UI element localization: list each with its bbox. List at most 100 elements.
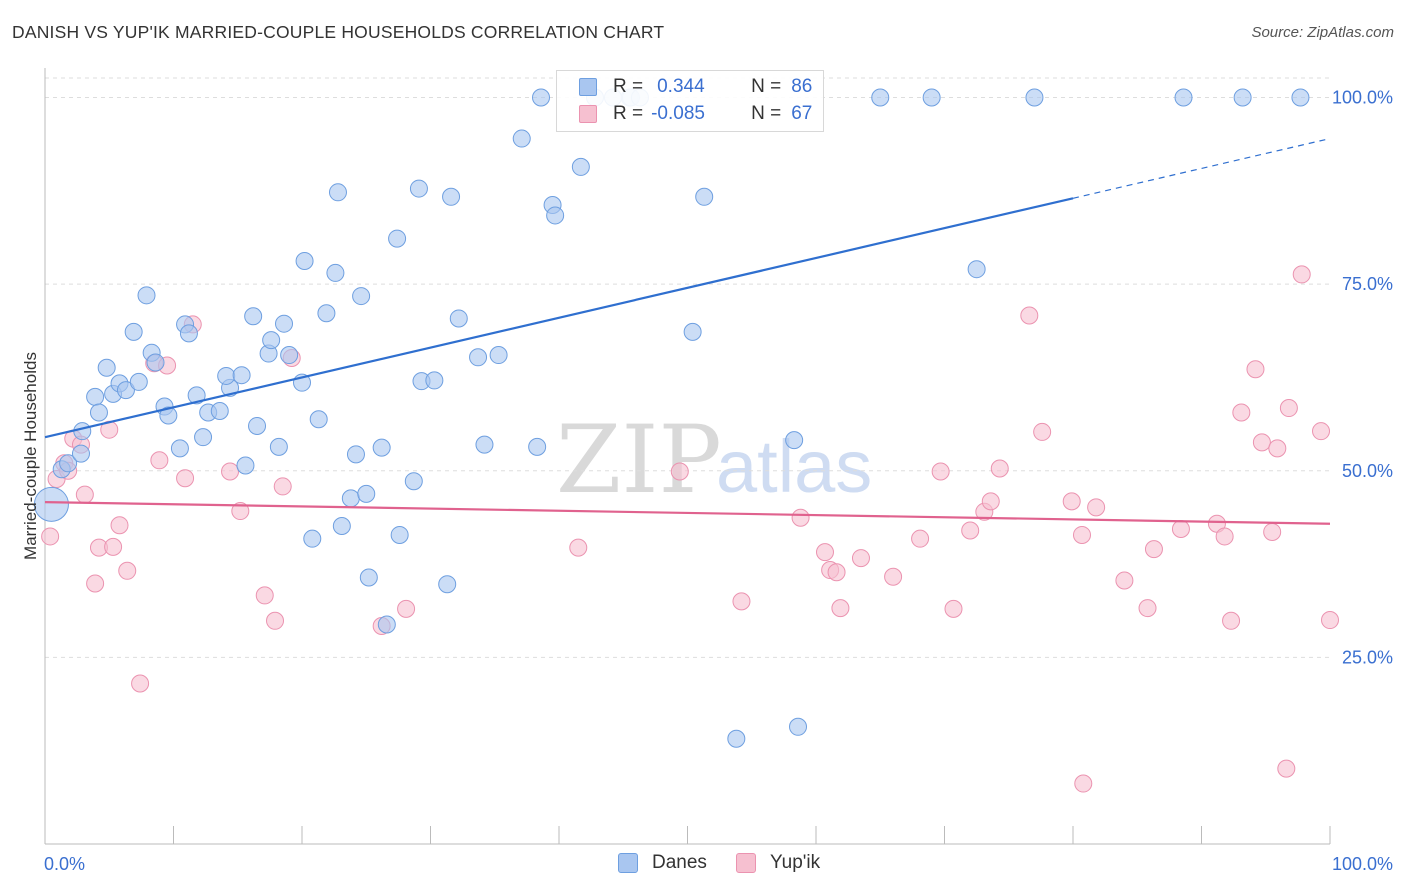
danes-point <box>280 346 299 365</box>
danes-point <box>170 439 189 458</box>
danes-point <box>695 187 714 206</box>
danes-point <box>683 322 702 341</box>
danes-point <box>295 251 314 270</box>
y-tick-label: 75.0% <box>1342 274 1393 294</box>
danes-point <box>97 358 116 377</box>
danes-point <box>469 348 488 367</box>
danes-point <box>236 456 255 475</box>
y-tick-label: 100.0% <box>1332 88 1393 108</box>
legend-row-yupik: R = -0.085 N = 67 <box>579 101 812 127</box>
danes-point <box>248 416 267 435</box>
danes-point <box>438 575 457 594</box>
danes-point <box>512 129 531 148</box>
danes-point <box>262 331 281 350</box>
danes-point <box>404 472 423 491</box>
danes-point <box>352 287 371 306</box>
yupik-point <box>1268 439 1287 458</box>
watermark-zip: ZIP <box>556 406 722 515</box>
yupik-point <box>1115 571 1134 590</box>
yupik-point <box>104 537 123 556</box>
yupik-point <box>221 462 240 481</box>
x-tick-label: 100.0% <box>1332 854 1393 874</box>
legend-r-label: R = <box>613 76 644 97</box>
danes-point <box>303 529 322 548</box>
danes-point <box>137 286 156 305</box>
legend-label-yupik: Yup'ik <box>770 852 821 873</box>
legend-label-danes: Danes <box>652 852 707 873</box>
y-axis-label: Married-couple Households <box>21 352 40 560</box>
yupik-point <box>911 529 930 548</box>
danes-point <box>357 484 376 503</box>
danes-point <box>1174 88 1193 107</box>
yupik-point <box>1321 611 1339 630</box>
yupik-point <box>397 599 416 618</box>
danes-point <box>194 428 213 447</box>
danes-point <box>489 346 508 365</box>
danes-point <box>86 387 105 406</box>
legend-n-value-yupik: 67 <box>791 103 813 124</box>
series-legend: Danes Yup'ik <box>0 852 1406 878</box>
yupik-point <box>1020 306 1039 325</box>
yupik-point <box>266 611 285 630</box>
danes-point <box>528 437 547 456</box>
legend-item-danes[interactable]: Danes <box>618 852 707 874</box>
danes-point <box>232 366 251 385</box>
yupik-point <box>1072 525 1091 544</box>
danes-trend-line <box>44 197 1074 439</box>
danes-point <box>475 435 494 454</box>
danes-point <box>179 324 198 343</box>
danes-point <box>359 568 378 587</box>
danes-point <box>346 445 365 464</box>
yupik-point <box>255 586 274 605</box>
legend-n-label: N = <box>751 76 782 97</box>
danes-point <box>1291 88 1310 107</box>
danes-point <box>449 309 468 328</box>
legend-r-value-yupik: -0.085 <box>651 103 705 124</box>
danes-points <box>33 88 1310 748</box>
danes-point <box>326 263 345 282</box>
y-tick-label: 25.0% <box>1342 647 1393 667</box>
yupik-point <box>884 567 903 586</box>
yupik-point <box>981 492 1000 511</box>
yupik-point <box>1087 498 1106 517</box>
legend-n-label: N = <box>751 103 782 124</box>
yupik-point <box>1138 599 1157 618</box>
yupik-point <box>1171 519 1190 538</box>
yupik-trend-line <box>44 501 1331 525</box>
yupik-point <box>1215 527 1234 546</box>
yupik-point <box>944 599 963 618</box>
watermark: ZIP atlas <box>556 406 872 515</box>
yupik-point <box>1033 422 1052 441</box>
danes-point <box>377 615 396 634</box>
yupik-point <box>851 549 870 568</box>
danes-point <box>332 516 351 535</box>
yupik-point <box>569 538 588 557</box>
danes-point <box>409 179 428 198</box>
danes-point <box>210 402 229 421</box>
legend-row-danes: R = 0.344 N = 86 <box>579 74 812 100</box>
yupik-points <box>41 265 1339 793</box>
danes-point <box>1025 88 1044 107</box>
danes-point <box>727 729 746 748</box>
legend-r-value-danes: 0.344 <box>657 76 705 97</box>
yupik-point <box>41 527 60 546</box>
y-tick-label: 50.0% <box>1342 461 1393 481</box>
yupik-point <box>118 561 137 580</box>
yupik-point <box>110 516 129 535</box>
danes-point <box>425 371 444 390</box>
yupik-point <box>231 502 250 521</box>
legend-swatch-danes <box>579 78 597 96</box>
yupik-point <box>1232 403 1251 422</box>
tick-labels: 25.0% 50.0% 75.0% 100.0% 0.0% 100.0% <box>44 88 1393 875</box>
source-label: Source: ZipAtlas.com <box>1251 24 1394 41</box>
danes-point <box>388 229 407 248</box>
trend-lines <box>44 137 1331 525</box>
danes-point <box>922 88 941 107</box>
danes-point <box>789 717 808 736</box>
stats-legend: R = 0.344 N = 86 R = -0.085 N = 67 <box>556 70 824 132</box>
danes-point <box>89 403 108 422</box>
danes-point <box>187 386 206 405</box>
legend-item-yupik[interactable]: Yup'ik <box>736 852 820 874</box>
danes-point <box>217 366 236 385</box>
